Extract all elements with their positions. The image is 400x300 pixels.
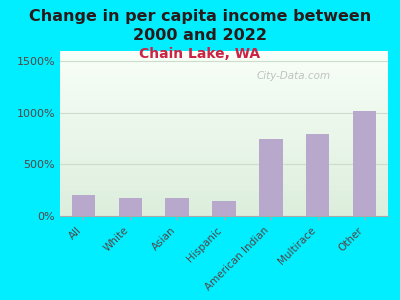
Bar (353, 111, 376, 216)
Bar (166, 198, 189, 216)
Bar (306, 134, 330, 216)
Text: Change in per capita income between
2000 and 2022: Change in per capita income between 2000… (29, 9, 371, 43)
Bar (212, 200, 236, 216)
Text: Chain Lake, WA: Chain Lake, WA (140, 46, 260, 61)
Bar (72, 195, 95, 216)
Bar (259, 139, 282, 216)
Text: City-Data.com: City-Data.com (257, 71, 331, 81)
Bar (118, 199, 142, 216)
